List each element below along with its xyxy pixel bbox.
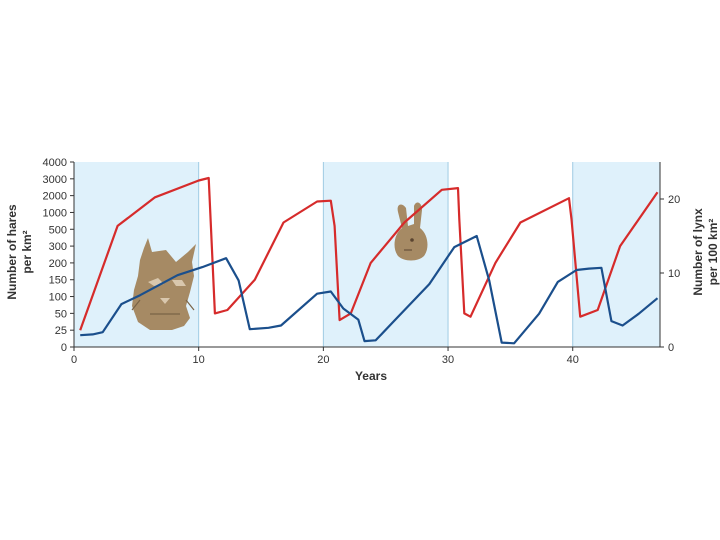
right-tick-labels: 0 10 20 [660,194,680,354]
x-tick-label: 10 [193,354,205,366]
right-axis-title-line2: per 100 km² [706,219,720,286]
x-axis-title-group: Years [355,369,387,383]
x-axis-title: Years [355,369,387,383]
left-tick-label: 150 [49,275,67,287]
lynx-silhouette-icon [131,238,196,330]
left-axis-title-group: Number of hares per km² [5,204,34,300]
left-tick-labels: 0 25 50 100 150 200 300 500 1000 2000 3000 4000 [43,157,74,354]
lynx-line [80,234,659,345]
x-tick-labels: 0 10 20 30 40 [71,347,579,366]
left-tick-label: 1000 [43,207,67,219]
left-axis-title-line1: Number of hares [5,204,19,300]
x-tick-label: 40 [567,354,579,366]
left-tick-label: 300 [49,241,67,253]
right-axis-title-group: Number of lynx per 100 km² [691,208,720,296]
series-layer [79,176,659,345]
left-tick-label: 100 [49,292,67,304]
left-axis-title-line2: per km² [20,230,34,273]
left-tick-label: 500 [49,224,67,236]
left-tick-label: 0 [61,342,67,354]
left-tick-label: 200 [49,258,67,270]
right-tick-label: 10 [668,268,680,280]
x-tick-label: 30 [442,354,454,366]
left-tick-label: 3000 [43,174,67,186]
right-tick-label: 20 [668,194,680,206]
left-tick-label: 4000 [43,157,67,169]
shaded-bands [74,162,660,347]
right-tick-label: 0 [668,342,674,354]
left-tick-label: 2000 [43,191,67,203]
hare-silhouette-icon [394,202,428,261]
left-tick-label: 25 [55,325,67,337]
hares-line [79,176,659,331]
x-tick-label: 0 [71,354,77,366]
left-tick-label: 50 [55,308,67,320]
right-axis-title-line1: Number of lynx [691,208,705,296]
x-tick-label: 20 [317,354,329,366]
axes [73,162,661,348]
